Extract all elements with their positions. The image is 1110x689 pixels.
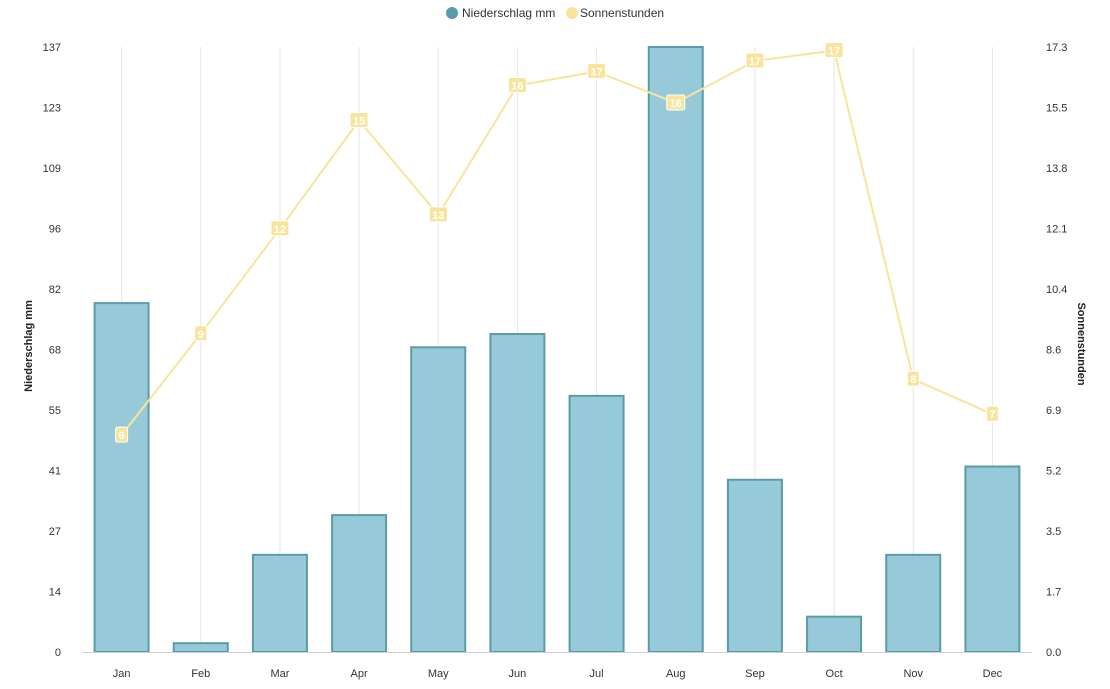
x-tick-label-nov: Nov [903,668,923,680]
y-left-tick-label: 109 [43,163,61,175]
data-label-box [824,41,844,58]
y-left-tick-label: 14 [49,587,61,599]
y-right-tick-label: 0.0 [1046,647,1061,659]
bar-jul[interactable] [568,394,625,653]
data-label-nov: 8 [910,374,916,386]
line-point-jan[interactable]: 6 [115,426,129,443]
legend-label-sonnenstunden[interactable]: Sonnenstunden [580,6,664,20]
data-label-may: 13 [432,210,444,222]
data-label-jun: 16 [511,80,523,92]
x-tick-label-dec: Dec [983,668,1003,680]
x-tick-label-jul: Jul [590,668,604,680]
legend-label-niederschlag[interactable]: Niederschlag mm [462,6,555,20]
data-label-mar: 12 [274,224,286,236]
legend-swatch-sonnenstunden [566,7,578,19]
data-label-box [349,111,369,128]
data-label-box [115,426,129,443]
y-right-tick-label: 12.1 [1046,224,1067,236]
line-point-jun[interactable]: 16 [507,76,527,93]
y-left-tick-label: 123 [43,103,61,115]
y-right-tick-label: 8.6 [1046,345,1061,357]
bar-jun[interactable] [489,333,546,653]
x-tick-label-jun: Jun [509,668,527,680]
bar-may[interactable] [410,346,467,653]
data-label-oct: 17 [828,45,840,57]
y-right-tick-label: 1.7 [1046,587,1061,599]
y-left-tick-label: 27 [49,526,61,538]
bar-dec[interactable] [964,465,1021,653]
y-left-tick-label: 96 [49,224,61,236]
y-right-tick-label: 13.8 [1046,163,1067,175]
x-tick-label-feb: Feb [191,668,210,680]
bar-aug[interactable] [647,46,704,653]
y-right-tick-label: 15.5 [1046,103,1067,115]
bar-feb[interactable] [172,642,229,654]
data-label-box [587,62,607,79]
y-right-tick-label: 17.3 [1046,42,1067,54]
y-right-tick-label: 10.4 [1046,284,1067,296]
data-label-dec: 7 [989,409,995,421]
x-tick-label-may: May [428,668,449,680]
data-label-box [985,405,999,422]
data-label-box [666,94,686,111]
data-label-box [194,325,208,342]
bar-nov[interactable] [885,553,942,654]
line-point-aug[interactable]: 16 [666,94,686,111]
line-point-mar[interactable]: 12 [270,220,290,237]
y-left-tick-label: 82 [49,284,61,296]
bar-mar[interactable] [251,553,308,654]
x-tick-label-mar: Mar [270,668,289,680]
line-point-jul[interactable]: 17 [587,62,607,79]
data-label-box [507,76,527,93]
line-point-apr[interactable]: 15 [349,111,369,128]
data-label-apr: 15 [353,115,365,127]
y-right-tick-label: 5.2 [1046,466,1061,478]
data-label-box [428,206,448,223]
data-label-feb: 9 [198,329,204,341]
data-label-aug: 16 [670,98,682,110]
line-point-feb[interactable]: 9 [194,325,208,342]
bar-sep[interactable] [726,478,783,653]
data-label-box [270,220,290,237]
line-point-sep[interactable]: 17 [745,52,765,69]
x-tick-label-aug: Aug [666,668,686,680]
data-label-jan: 6 [119,430,125,442]
y-left-tick-label: 0 [55,647,61,659]
line-point-nov[interactable]: 8 [906,370,920,387]
x-tick-label-sep: Sep [745,668,765,680]
legend-swatch-niederschlag [446,7,458,19]
x-tick-label-apr: Apr [351,668,368,680]
x-tick-label-jan: Jan [113,668,131,680]
y-axis-left-title: Niederschlag mm [23,300,35,392]
line-point-dec[interactable]: 7 [985,405,999,422]
x-tick-label-oct: Oct [826,668,843,680]
data-label-jul: 17 [590,66,602,78]
y-axis-right-title: Sonnenstunden [1075,302,1087,385]
y-left-tick-label: 41 [49,466,61,478]
axes: 0142741556882961091231370.01.73.55.26.98… [43,42,1068,680]
y-left-tick-label: 68 [49,345,61,357]
data-label-sep: 17 [749,56,761,68]
line-sonnenstunden [120,49,993,436]
bar-oct[interactable] [806,615,863,653]
data-label-box [906,370,920,387]
y-right-tick-label: 6.9 [1046,405,1061,417]
y-right-tick-label: 3.5 [1046,526,1061,538]
data-label-box [745,52,765,69]
legend: Niederschlag mm Sonnenstunden [446,6,664,20]
line-series: 6 9 12 15 13 16 17 16 17 17 8 7 [115,41,999,443]
y-left-tick-label: 137 [43,42,61,54]
bar-series [93,46,1021,654]
line-point-may[interactable]: 13 [428,206,448,223]
y-left-tick-label: 55 [49,405,61,417]
bar-jan[interactable] [93,302,150,653]
bar-apr[interactable] [331,514,388,653]
line-point-oct[interactable]: 17 [824,41,844,58]
